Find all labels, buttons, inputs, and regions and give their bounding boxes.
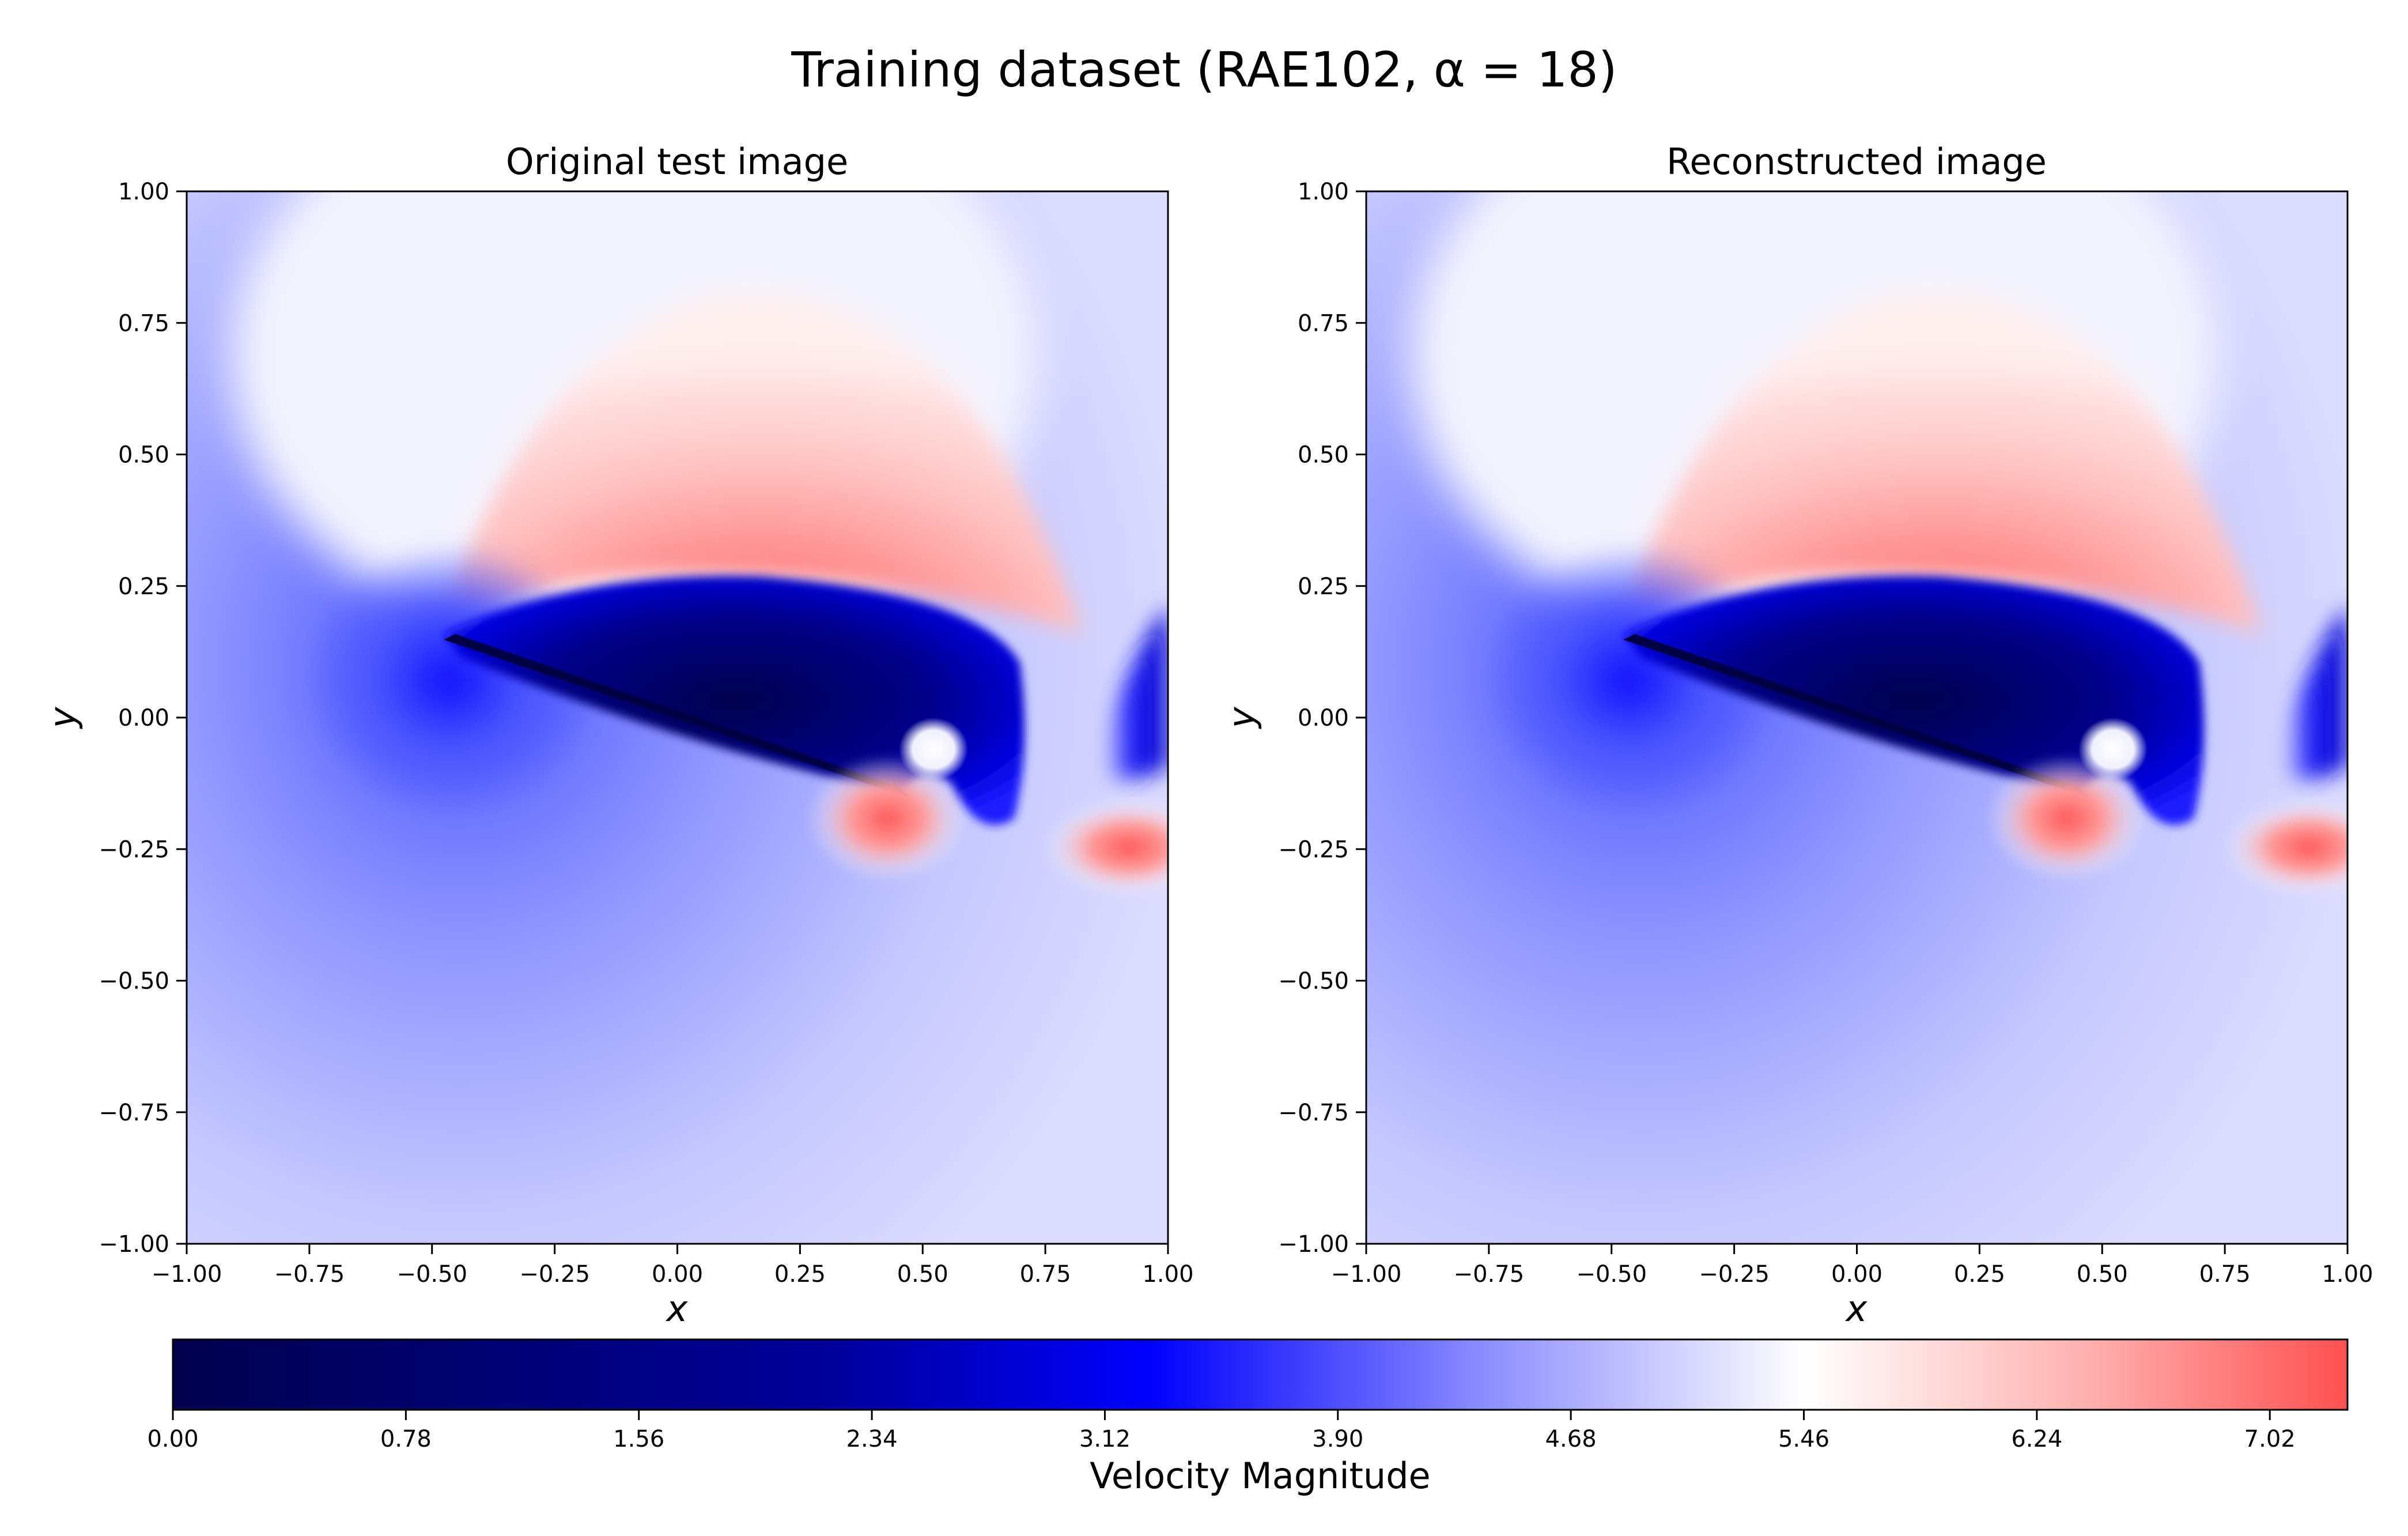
x-tick-label: −0.25 bbox=[519, 1261, 590, 1288]
colorbar-tick-label: 0.78 bbox=[380, 1426, 432, 1452]
x-tick-label: 0.75 bbox=[2199, 1261, 2251, 1288]
x-tick-label: −0.50 bbox=[396, 1261, 467, 1288]
colorbar-label: Velocity Magnitude bbox=[1090, 1455, 1430, 1497]
y-tick-label: −0.75 bbox=[1278, 1100, 1349, 1126]
colorbar: 0.00 0.78 1.56 2.34 3.12 3.90 4.68 5.46 6.24 7.02… bbox=[147, 1338, 2349, 1497]
x-tick-label: −0.75 bbox=[1454, 1261, 1525, 1288]
colorbar-tick-label: 5.46 bbox=[1778, 1426, 1829, 1452]
colorbar-ticks: 0.00 0.78 1.56 2.34 3.12 3.90 4.68 5.46 6.24 7.02 bbox=[147, 1410, 2296, 1452]
x-tick-label: −0.50 bbox=[1576, 1261, 1647, 1288]
y-tick-label: −0.50 bbox=[1278, 968, 1349, 995]
y-tick-label: 0.00 bbox=[118, 705, 169, 731]
y-tick-label: −0.50 bbox=[99, 968, 169, 995]
x-tick-label: 0.25 bbox=[1954, 1261, 2005, 1288]
colorbar-tick-label: 1.56 bbox=[613, 1426, 664, 1452]
x-tick-label: 1.00 bbox=[1142, 1261, 1193, 1288]
y-tick-label: −0.25 bbox=[1278, 836, 1349, 863]
panel-title-original: Original test image bbox=[506, 141, 848, 183]
heatmap-original bbox=[187, 191, 1168, 1244]
y-axis-label-reconstructed: y bbox=[1220, 706, 1262, 729]
y-tick-label: 1.00 bbox=[1298, 179, 1349, 205]
x-tick-label: −1.00 bbox=[1331, 1261, 1402, 1288]
colorbar-tick-label: 3.12 bbox=[1079, 1426, 1131, 1452]
figure-title: Training dataset (RAE102, α = 18) bbox=[791, 41, 1617, 98]
y-tick-label: 0.75 bbox=[118, 310, 169, 337]
panel-title-reconstructed: Reconstructed image bbox=[1666, 141, 2047, 183]
panel-reconstructed: Reconstructed image 1.00 0.75 0.50 0.25 0.00… bbox=[1220, 141, 2373, 1330]
x-tick-label: 0.50 bbox=[897, 1261, 948, 1288]
x-tick-label: 0.25 bbox=[774, 1261, 826, 1288]
y-tick-label: −0.25 bbox=[99, 836, 169, 863]
y-ticks-reconstructed: 1.00 0.75 0.50 0.25 0.00 −0.25 −0.50 −0.75 −1.00 bbox=[1278, 179, 1366, 1258]
y-tick-label: −0.75 bbox=[99, 1100, 169, 1126]
y-tick-label: −1.00 bbox=[99, 1231, 169, 1258]
y-axis-label-original: y bbox=[41, 706, 84, 729]
y-tick-label: 0.75 bbox=[1298, 310, 1349, 337]
x-axis-label-reconstructed: x bbox=[1845, 1288, 1868, 1330]
colorbar-gradient bbox=[172, 1338, 2349, 1411]
x-tick-label: −0.75 bbox=[274, 1261, 345, 1288]
x-tick-label: 0.00 bbox=[1831, 1261, 1882, 1288]
colorbar-tick-label: 3.90 bbox=[1312, 1426, 1363, 1452]
y-tick-label: 0.50 bbox=[1298, 442, 1349, 469]
y-tick-label: 0.25 bbox=[118, 573, 169, 600]
x-ticks-reconstructed: −1.00 −0.75 −0.50 −0.25 0.00 0.25 0.50 0.75 1.00 bbox=[1331, 1244, 2373, 1288]
x-tick-label: 0.00 bbox=[652, 1261, 703, 1288]
x-tick-label: 0.50 bbox=[2077, 1261, 2128, 1288]
y-tick-label: 1.00 bbox=[118, 179, 169, 205]
x-axis-label-original: x bbox=[666, 1288, 689, 1330]
colorbar-tick-label: 2.34 bbox=[846, 1426, 898, 1452]
heatmap-reconstructed bbox=[1366, 191, 2347, 1244]
y-tick-label: 0.25 bbox=[1298, 573, 1349, 600]
colorbar-tick-label: 4.68 bbox=[1545, 1426, 1597, 1452]
x-ticks-original: −1.00 −0.75 −0.50 −0.25 0.00 0.25 0.50 0.75 1.00 bbox=[152, 1244, 1194, 1288]
colorbar-tick-label: 0.00 bbox=[147, 1426, 198, 1452]
panel-original: Original test image 1.00 0.75 0.50 0.25 0.00… bbox=[41, 141, 1194, 1330]
colorbar-tick-label: 6.24 bbox=[2011, 1426, 2062, 1452]
y-ticks-original: 1.00 0.75 0.50 0.25 0.00 −0.25 −0.50 −0.75 −1.00 bbox=[99, 179, 187, 1258]
y-tick-label: 0.00 bbox=[1298, 705, 1349, 731]
x-tick-label: 1.00 bbox=[2322, 1261, 2373, 1288]
colorbar-tick-label: 7.02 bbox=[2244, 1426, 2296, 1452]
x-tick-label: −0.25 bbox=[1699, 1261, 1770, 1288]
y-tick-label: −1.00 bbox=[1278, 1231, 1349, 1258]
x-tick-label: 0.75 bbox=[1020, 1261, 1071, 1288]
y-tick-label: 0.50 bbox=[118, 442, 169, 469]
x-tick-label: −1.00 bbox=[152, 1261, 222, 1288]
